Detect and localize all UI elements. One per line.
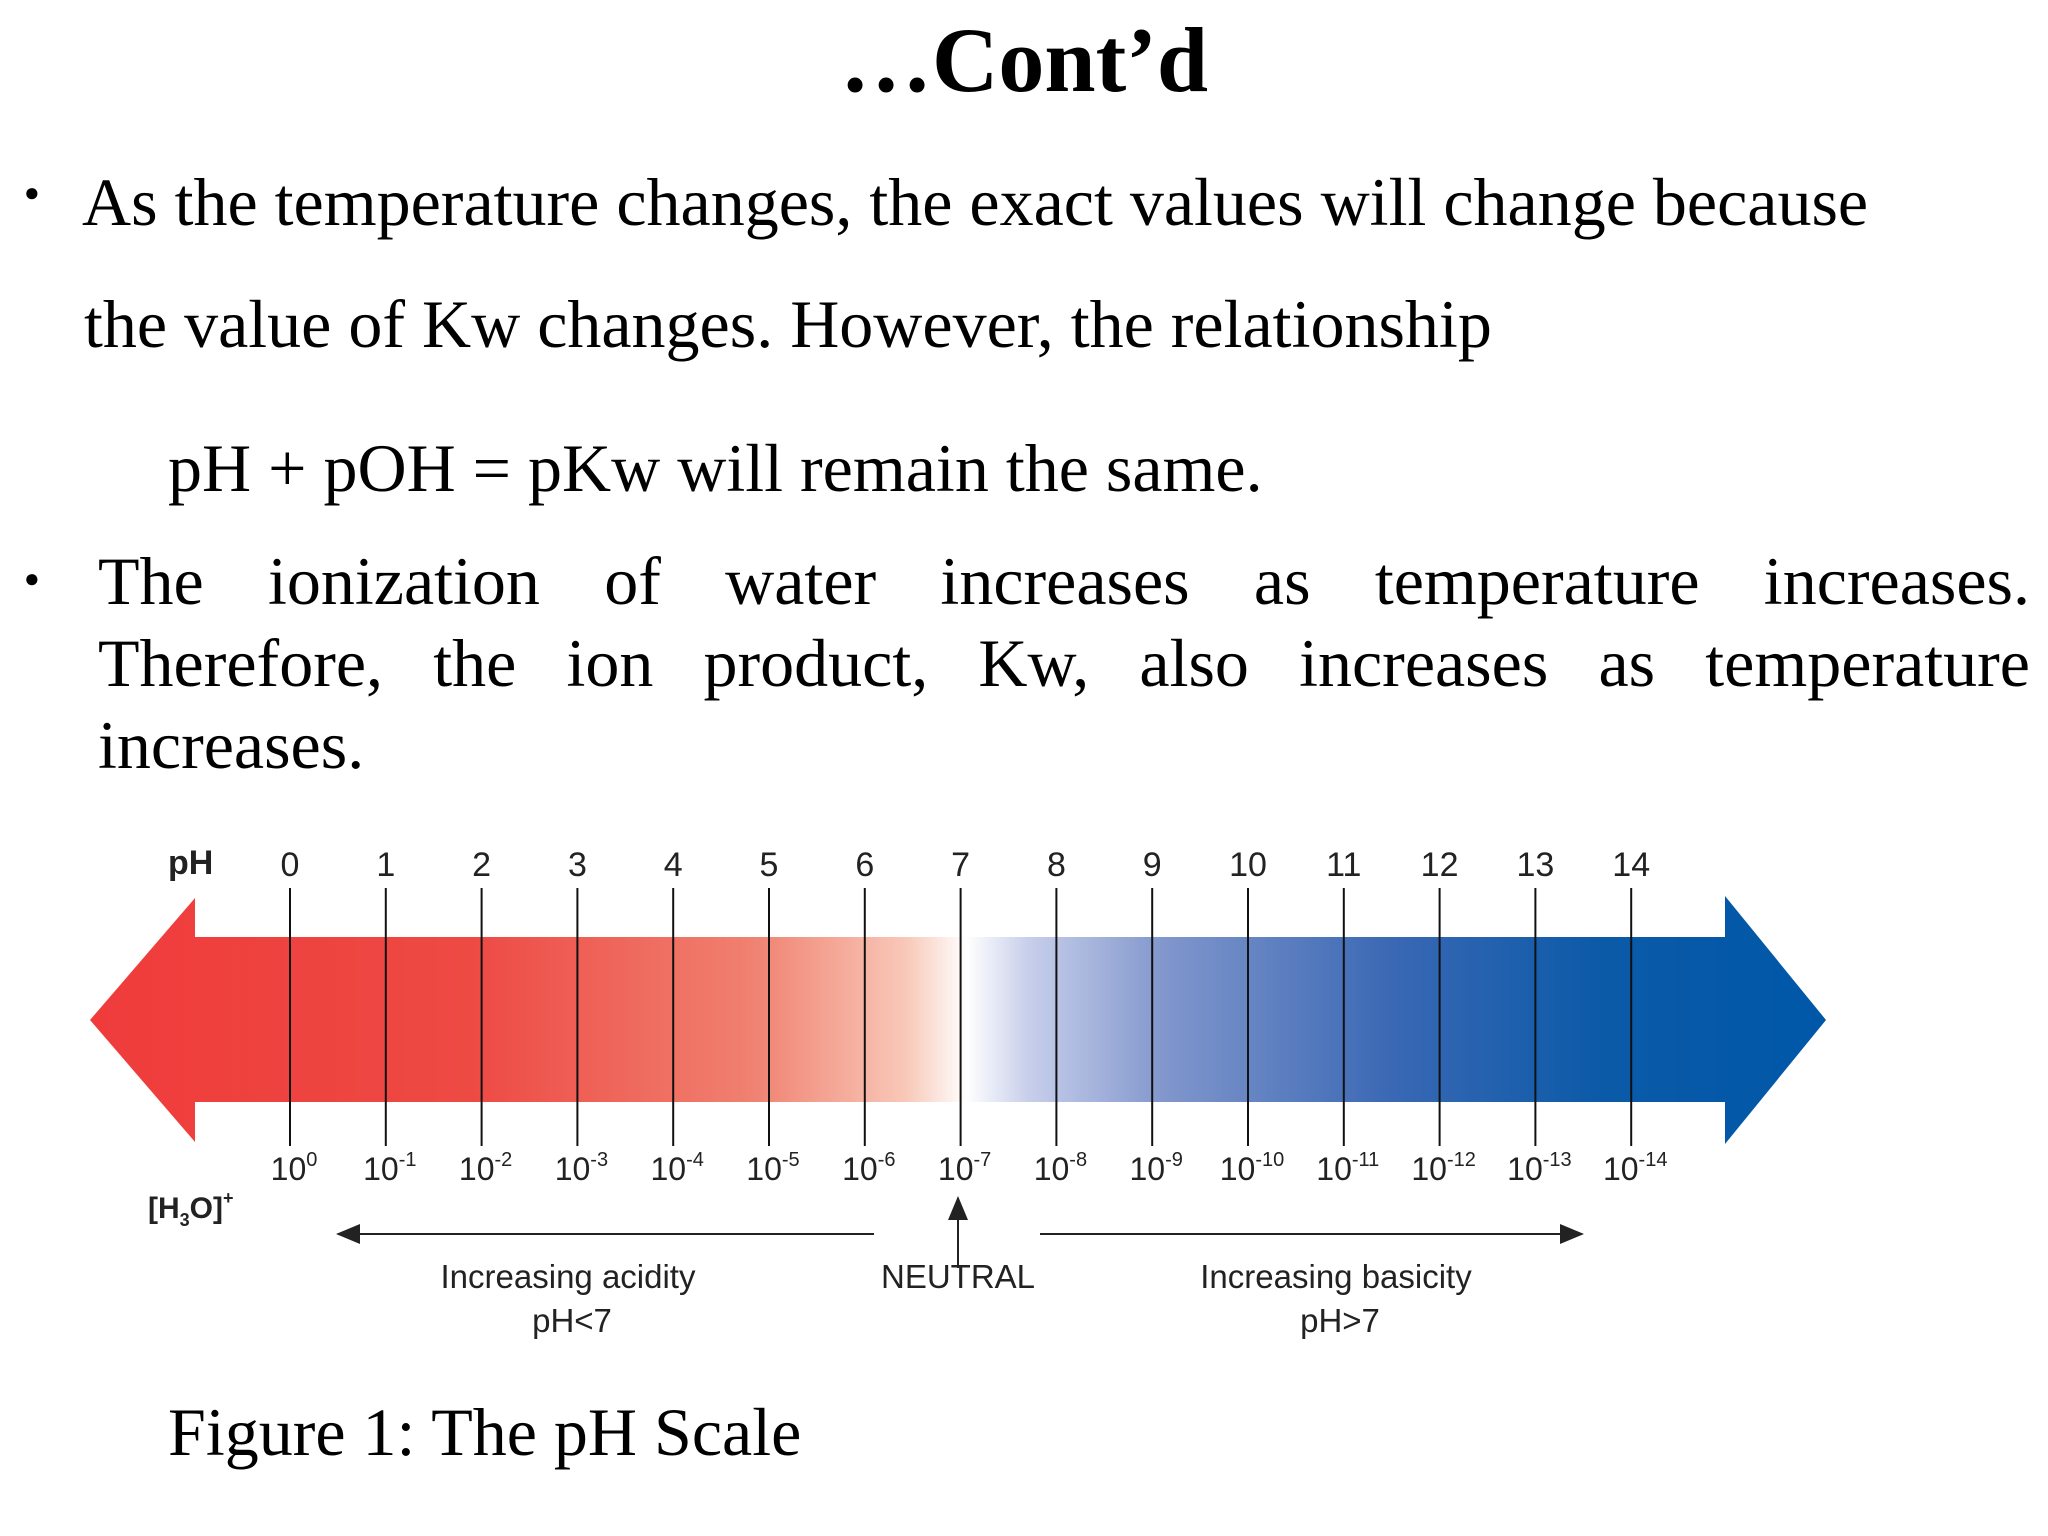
h3o-concentration-label: 10-4	[651, 1149, 704, 1187]
bullet-2-line-3: increases.	[98, 707, 365, 783]
ph-scale-figure: pH 0 1 2 3 4 5 6 7 8 9 10 11 12 13 14 100 10-1 10-2 10-3 1…	[90, 844, 1826, 1339]
h3o-concentration-label: 100	[271, 1149, 318, 1187]
acidity-ph-condition: pH<7	[532, 1302, 612, 1339]
bullet-1-line-2: the value of Kw changes. However, the re…	[84, 286, 1492, 362]
h3o-concentration-label: 10-9	[1130, 1149, 1183, 1187]
ph-value-labels: 0 1 2 3 4 5 6 7 8 9 10 11 12 13 14	[281, 846, 1651, 884]
figure-caption: Figure 1: The pH Scale	[168, 1394, 802, 1470]
h3o-concentration-labels: 100 10-1 10-2 10-3 10-4 10-5 10-6 10-7 10-8 10-9 1…	[271, 1149, 1668, 1187]
ph-value-label: 7	[951, 846, 970, 884]
slide-title: …Cont’d	[839, 9, 1209, 111]
ph-value-label: 4	[664, 846, 683, 884]
h3o-axis-label: [H3O]+	[148, 1188, 234, 1230]
ph-value-label: 3	[568, 846, 587, 884]
tick-lines	[289, 888, 1633, 1146]
h3o-concentration-label: 10-14	[1603, 1149, 1668, 1187]
ph-value-label: 14	[1612, 846, 1650, 884]
ph-value-label: 12	[1421, 846, 1459, 884]
h3o-concentration-label: 10-13	[1507, 1149, 1572, 1187]
equation-line: pH + pOH = pKw will remain the same.	[168, 430, 1263, 506]
increasing-basicity-label: Increasing basicity	[1200, 1258, 1472, 1295]
basicity-ph-condition: pH>7	[1300, 1302, 1380, 1339]
ph-value-label: 2	[472, 846, 491, 884]
bullet-2-line-1: The ionization of water increases as tem…	[98, 543, 2030, 619]
h3o-concentration-label: 10-2	[459, 1149, 512, 1187]
h3o-concentration-label: 10-5	[746, 1149, 799, 1187]
ph-value-label: 13	[1516, 846, 1554, 884]
neutral-label: NEUTRAL	[881, 1258, 1035, 1295]
ph-value-label: 5	[760, 846, 779, 884]
h3o-concentration-label: 10-8	[1034, 1149, 1087, 1187]
ph-value-label: 8	[1047, 846, 1066, 884]
increasing-acidity-label: Increasing acidity	[441, 1258, 696, 1295]
bullet-2-line-2: Therefore, the ion product, Kw, also inc…	[98, 625, 2030, 701]
h3o-concentration-label: 10-10	[1220, 1149, 1285, 1187]
bullet-icon: ●	[24, 564, 40, 593]
h3o-concentration-label: 10-7	[938, 1149, 991, 1187]
h3o-concentration-label: 10-3	[555, 1149, 608, 1187]
h3o-concentration-label: 10-6	[842, 1149, 895, 1187]
ph-value-label: 9	[1143, 846, 1162, 884]
ph-axis-label: pH	[168, 844, 213, 882]
ph-value-label: 1	[376, 846, 395, 884]
bullet-icon: ●	[24, 178, 40, 207]
h3o-concentration-label: 10-11	[1316, 1149, 1379, 1187]
ph-value-label: 11	[1326, 846, 1361, 884]
h3o-concentration-label: 10-1	[363, 1149, 416, 1187]
ph-value-label: 6	[855, 846, 874, 884]
ph-value-label: 0	[281, 846, 300, 884]
h3o-concentration-label: 10-12	[1411, 1149, 1476, 1187]
ph-value-label: 10	[1229, 846, 1267, 884]
ph-scale-arrow	[90, 896, 1826, 1144]
bullet-1-line-1: As the temperature changes, the exact va…	[82, 164, 1869, 240]
